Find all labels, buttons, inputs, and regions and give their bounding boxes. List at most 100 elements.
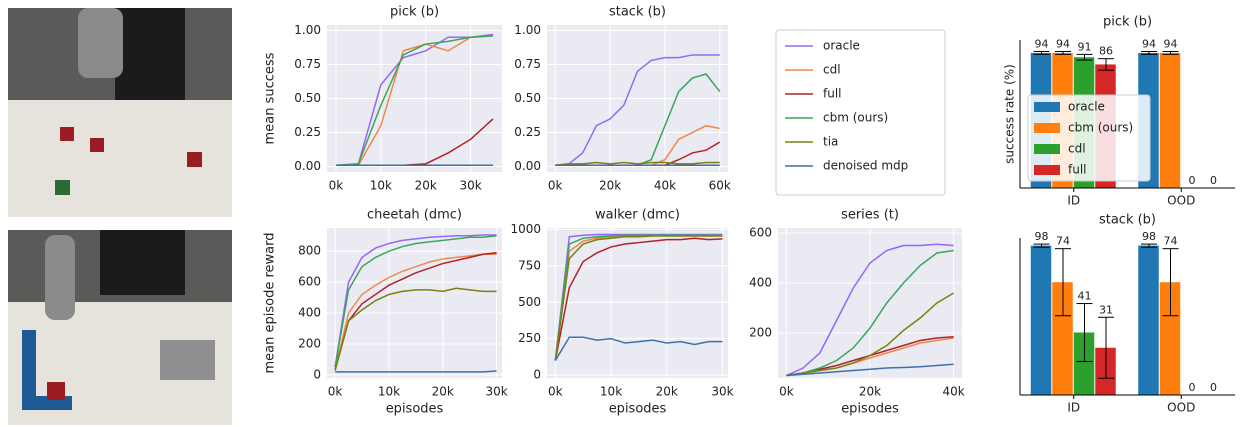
- x-tick-label: ID: [1067, 401, 1080, 415]
- robot-base: [115, 8, 185, 100]
- plot-background: [547, 228, 728, 378]
- y-tick-label: 0.25: [514, 125, 541, 139]
- legend-box: [1027, 94, 1151, 182]
- x-tick-label: 40k: [943, 385, 965, 399]
- y-axis-label: mean success: [263, 52, 278, 144]
- y-tick-label: 0: [313, 367, 321, 381]
- x-tick-label: 10k: [600, 385, 622, 399]
- x-tick-label: ID: [1067, 194, 1080, 208]
- y-tick-label: 250: [518, 331, 541, 345]
- legend-label: cdl: [1068, 142, 1086, 156]
- value-label: 41: [1078, 290, 1092, 303]
- x-tick-label: 20k: [432, 385, 454, 399]
- series-line: [555, 161, 720, 166]
- series-line: [334, 234, 497, 368]
- chart-title: series (t): [841, 208, 899, 223]
- y-tick-label: 0.75: [514, 57, 541, 71]
- legend-label: full: [823, 87, 842, 101]
- x-tick-label: 20k: [599, 179, 621, 193]
- robot-scene-pick: [8, 8, 232, 217]
- chart-title: cheetah (dmc): [367, 208, 462, 223]
- value-label: 98: [1142, 230, 1156, 243]
- series-line: [786, 243, 954, 377]
- value-label: 0: [1189, 174, 1196, 187]
- value-label: 94: [1056, 37, 1070, 50]
- legend-label: oracle: [1068, 100, 1105, 114]
- stone-box: [160, 340, 215, 380]
- x-tick-label: 20k: [415, 179, 437, 193]
- value-label: 94: [1035, 37, 1049, 50]
- y-tick-label: 600: [298, 275, 321, 289]
- chart-title: walker (dmc): [595, 208, 680, 223]
- y-axis-label: success rate (%): [1003, 64, 1017, 164]
- y-tick-label: 0.00: [514, 159, 541, 173]
- legend-label: cdl: [823, 63, 841, 77]
- value-label: 74: [1056, 235, 1070, 248]
- legend-label: tia: [823, 135, 838, 149]
- x-tick-label: OOD: [1167, 401, 1195, 415]
- x-tick-label: 0k: [328, 385, 343, 399]
- legend-label: cbm (ours): [1068, 121, 1133, 135]
- value-label: 94: [1142, 37, 1156, 50]
- value-label: 98: [1035, 230, 1049, 243]
- legend-swatch: [1034, 123, 1060, 133]
- y-tick-label: 0: [533, 368, 541, 382]
- legend-swatch: [1034, 165, 1060, 175]
- chart-title: stack (b): [1099, 213, 1156, 228]
- x-tick-label: 20k: [859, 385, 881, 399]
- legend-label: full: [1068, 163, 1087, 177]
- y-axis-label: mean episode reward: [263, 233, 278, 374]
- x-tick-label: 20k: [656, 385, 678, 399]
- robot-arm: [45, 235, 75, 320]
- cube: [90, 138, 104, 152]
- cube: [47, 382, 65, 400]
- value-label: 91: [1078, 40, 1092, 53]
- value-label: 0: [1210, 381, 1217, 394]
- y-tick-label: 800: [298, 244, 321, 258]
- value-label: 0: [1210, 174, 1217, 187]
- robot-base: [100, 230, 185, 295]
- series-line: [786, 363, 954, 377]
- x-tick-label: 0k: [548, 385, 563, 399]
- cube: [55, 180, 70, 195]
- robot-arm: [78, 8, 123, 78]
- series-line: [555, 54, 720, 166]
- x-tick-label: 0k: [779, 385, 794, 399]
- value-label: 86: [1099, 45, 1113, 58]
- x-tick-label: 0k: [329, 179, 344, 193]
- y-tick-label: 0.75: [294, 57, 321, 71]
- legend-swatch: [1034, 144, 1060, 154]
- x-tick-label: OOD: [1167, 194, 1195, 208]
- chart-title: pick (b): [1103, 15, 1152, 30]
- y-tick-label: 600: [749, 226, 772, 240]
- legend-label: denoised mdp: [823, 159, 908, 173]
- value-label: 31: [1099, 303, 1113, 316]
- y-tick-label: 400: [298, 306, 321, 320]
- series-line: [554, 336, 723, 361]
- legend-label: oracle: [823, 39, 860, 53]
- plot-background: [327, 228, 502, 378]
- x-axis-label: episodes: [841, 402, 899, 417]
- chart-title: pick (b): [390, 5, 439, 20]
- y-tick-label: 500: [518, 295, 541, 309]
- y-tick-label: 0.25: [294, 125, 321, 139]
- x-tick-label: 30k: [486, 385, 508, 399]
- bar: [1073, 332, 1095, 395]
- robot-scene-stack: [8, 230, 232, 425]
- series-line: [335, 35, 494, 166]
- bar: [1159, 52, 1181, 188]
- value-label: 0: [1189, 381, 1196, 394]
- x-tick-label: 40k: [654, 179, 676, 193]
- series-line: [554, 237, 723, 361]
- series-line: [334, 287, 497, 371]
- block: [22, 330, 36, 410]
- bar: [1138, 245, 1159, 395]
- x-tick-label: 30k: [711, 385, 733, 399]
- value-label: 94: [1164, 37, 1178, 50]
- cube: [187, 152, 202, 167]
- x-tick-label: 60k: [709, 179, 731, 193]
- series-line: [554, 235, 723, 361]
- chart-title: stack (b): [609, 5, 666, 20]
- series-line: [786, 249, 954, 377]
